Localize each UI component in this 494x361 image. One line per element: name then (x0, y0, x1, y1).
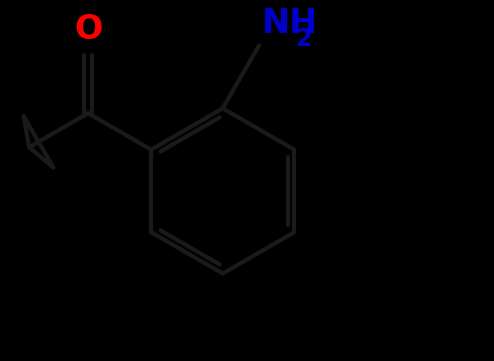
Text: O: O (74, 13, 102, 46)
Text: 2: 2 (295, 27, 312, 51)
Text: NH: NH (262, 7, 318, 40)
